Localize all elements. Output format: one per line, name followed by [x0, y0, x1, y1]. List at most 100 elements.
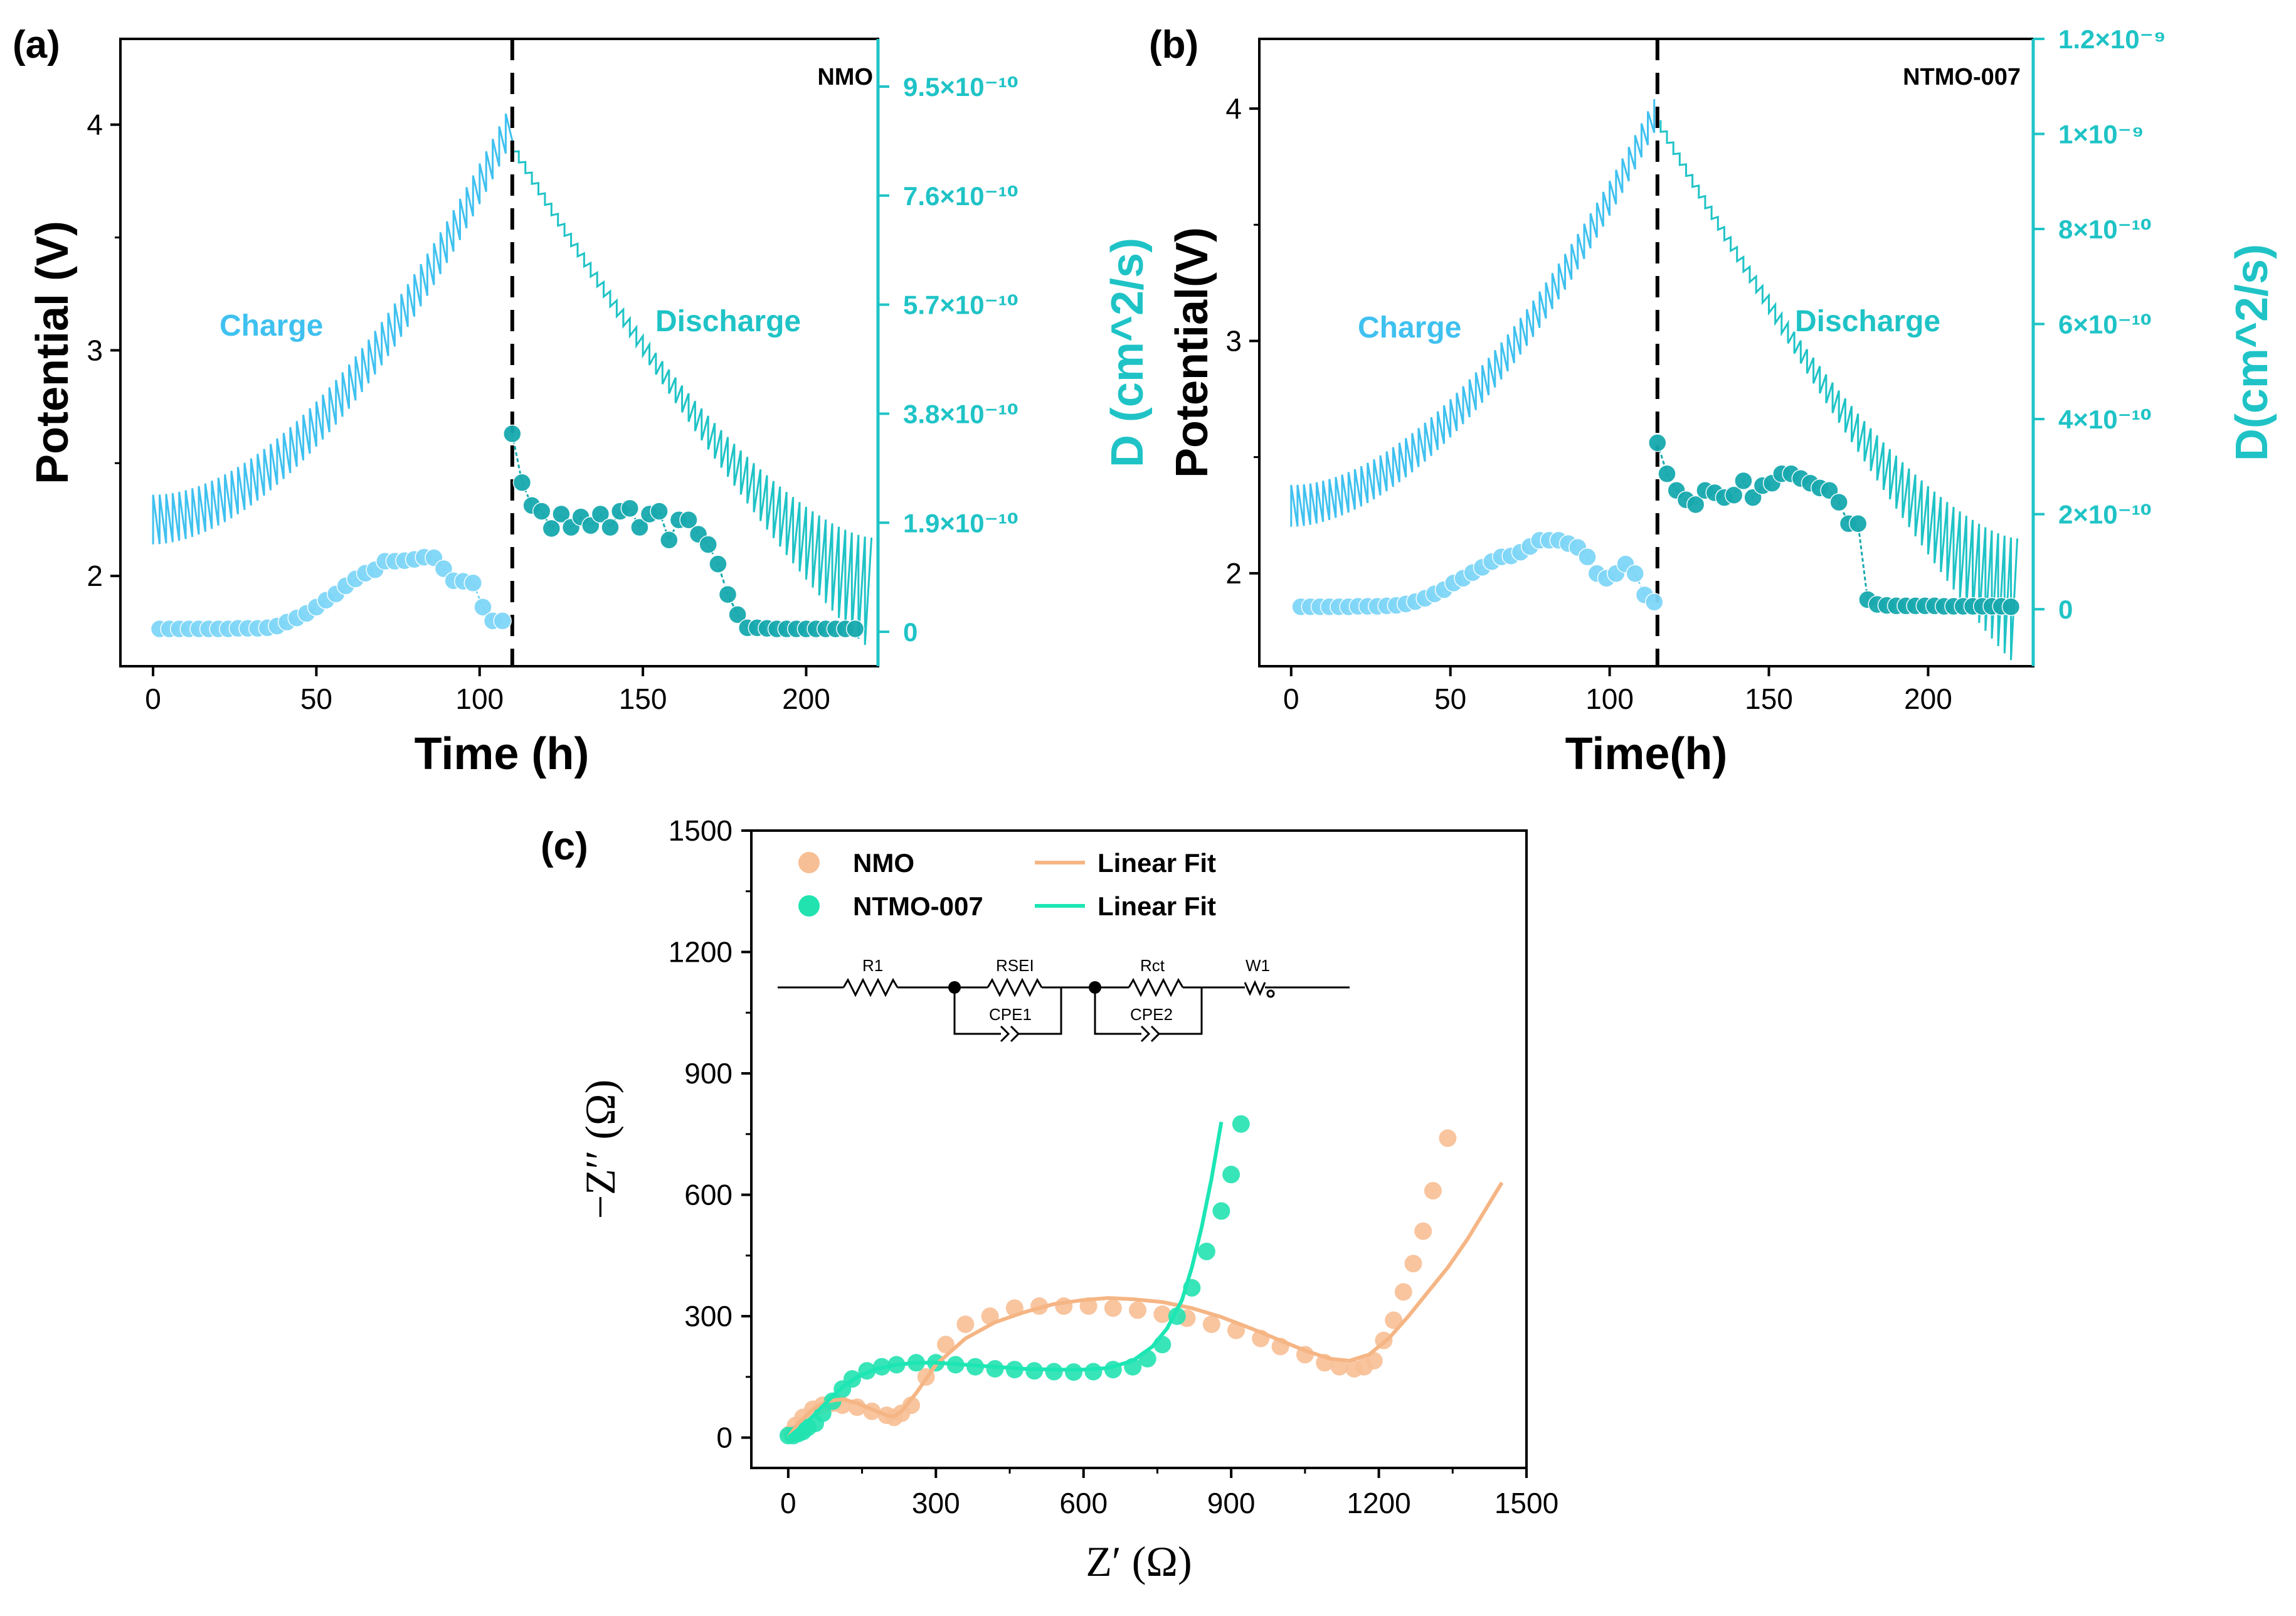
- b-d-marker: [1734, 471, 1753, 491]
- c-point-nmo: [1153, 1305, 1172, 1323]
- c-x-axis-label: Z′ (Ω): [1086, 1538, 1192, 1585]
- a-y2-tick-label: 3.8×10⁻¹⁰: [903, 399, 1018, 428]
- b-y-axis-label: Potential(V): [1167, 227, 1217, 478]
- c-y-tick-label: 600: [684, 1179, 733, 1211]
- b-d-marker: [1686, 495, 1705, 514]
- b-d-marker: [1724, 486, 1743, 505]
- cpe1-symbol: [1000, 1025, 1010, 1043]
- circuit-branch-2-bottom: [1094, 987, 1141, 1035]
- c-point-nmo: [1439, 1129, 1457, 1147]
- c-plot-frame: [750, 829, 1528, 1469]
- resistor-rct: [1128, 977, 1184, 997]
- c-y-tick-label: 0: [716, 1422, 733, 1454]
- b-d-marker: [1626, 564, 1644, 583]
- legend-fit-ntmo-label: Linear Fit: [1098, 891, 1216, 921]
- circuit-node-1: [948, 981, 961, 994]
- c-x-tick-label: 600: [1059, 1487, 1108, 1519]
- a-y2-tick-label: 5.7×10⁻¹⁰: [903, 290, 1018, 320]
- b-discharge-voltage-line: [1659, 120, 2019, 661]
- b-x-tick-label: 0: [1283, 683, 1299, 715]
- c-point-ntmo: [1197, 1242, 1215, 1260]
- a-x-ticks: 0 50 100 150 200: [145, 666, 830, 715]
- c-point-ntmo: [1232, 1115, 1250, 1133]
- a-d-marker: [679, 510, 698, 529]
- b-y2-tick-label: 4×10⁻¹⁰: [2058, 405, 2152, 434]
- a-charge-voltage-line: [152, 113, 514, 545]
- b-d-marker: [1829, 492, 1848, 512]
- c-fit-line-ntmo: [786, 1121, 1224, 1439]
- b-x-axis-label: Time(h): [1565, 729, 1728, 779]
- b-d-marker: [1578, 548, 1597, 566]
- a-d-marker: [620, 499, 640, 518]
- a-d-marker: [728, 605, 747, 624]
- b-x-tick-label: 50: [1434, 683, 1466, 715]
- a-x-tick-label: 200: [782, 683, 830, 715]
- c-fit-line-nmo: [786, 1181, 1504, 1439]
- a-d-marker: [718, 585, 738, 604]
- b-discharge-annotation: Discharge: [1795, 305, 1940, 338]
- c-point-nmo: [956, 1316, 975, 1333]
- b-y2-tick-label: 0: [2058, 595, 2073, 624]
- c-x-tick-label: 1500: [1495, 1487, 1558, 1519]
- b-diffusion-markers: [1291, 433, 2021, 617]
- b-d-marker: [1848, 514, 1868, 533]
- b-y2-tick-label: 6×10⁻¹⁰: [2058, 310, 2152, 339]
- a-x-tick-label: 0: [145, 683, 161, 715]
- b-d-marker: [2001, 597, 2021, 617]
- a-d-marker: [601, 518, 620, 537]
- c-point-ntmo: [986, 1360, 1004, 1378]
- a-x-axis-label: Time (h): [415, 729, 590, 779]
- a-y2-ticks: 0 1.9×10⁻¹⁰ 3.8×10⁻¹⁰ 5.7×10⁻¹⁰ 7.6×10⁻¹⁰ 9.5…: [878, 72, 1018, 647]
- b-y2-tick-label: 1×10⁻⁹: [2058, 120, 2144, 149]
- a-discharge-voltage-line: [511, 140, 873, 646]
- c-point-ntmo: [1065, 1363, 1082, 1381]
- b-y-tick-label: 3: [1225, 324, 1242, 357]
- resistor-r1: [842, 977, 899, 997]
- circuit-node-2: [1089, 981, 1101, 994]
- c-point-nmo: [1414, 1222, 1432, 1240]
- legend-nmo-marker: [798, 852, 820, 873]
- c-point-ntmo: [1222, 1166, 1241, 1184]
- legend-ntmo-label: NTMO-007: [853, 891, 983, 921]
- a-sample-label: NMO: [817, 64, 873, 90]
- a-d-marker: [493, 611, 512, 630]
- a-y2-tick-label: 1.9×10⁻¹⁰: [903, 508, 1018, 538]
- b-y2-tick-label: 8×10⁻¹⁰: [2058, 215, 2152, 244]
- a-d-marker: [630, 518, 649, 537]
- warburg-w1: [1244, 980, 1266, 996]
- c-point-nmo: [1330, 1358, 1348, 1376]
- c-y-axis-label: −Z′′ (Ω): [576, 1080, 624, 1219]
- resistor-rsei: [987, 977, 1043, 997]
- circuit-label-rsei: RSEI: [996, 956, 1034, 975]
- c-y-ticks: 0 300 600 900 1200 1500: [669, 814, 751, 1454]
- b-charge-voltage-line: [1290, 99, 1656, 527]
- c-point-nmo: [1404, 1255, 1422, 1273]
- a-y-tick-label: 3: [87, 334, 103, 366]
- legend-fit-nmo-label: Linear Fit: [1098, 848, 1216, 878]
- c-point-nmo: [1394, 1283, 1412, 1301]
- circuit-label-w1: W1: [1246, 956, 1270, 975]
- legend-ntmo-marker: [798, 895, 820, 917]
- a-discharge-annotation: Discharge: [655, 305, 801, 338]
- a-y-axis-label: Potential (V): [28, 221, 78, 484]
- a-y-tick-label: 2: [87, 560, 103, 592]
- c-y-tick-label: 1500: [669, 814, 733, 847]
- c-point-nmo: [902, 1396, 920, 1414]
- circuit-labels: R1 RSEI CPE1 Rct CPE2 W1: [862, 956, 1270, 1024]
- circuit-branch-1-bottom: [953, 987, 1001, 1035]
- a-y2-tick-label: 7.6×10⁻¹⁰: [903, 181, 1018, 211]
- b-x-ticks: 0 50 100 150 200: [1283, 666, 1952, 715]
- a-d-marker: [699, 535, 717, 554]
- b-y2-tick-label: 1.2×10⁻⁹: [2058, 24, 2166, 54]
- c-point-nmo: [1129, 1301, 1146, 1319]
- c-point-nmo: [1385, 1311, 1403, 1329]
- circuit-label-rct: Rct: [1140, 956, 1165, 975]
- c-point-nmo: [1424, 1182, 1442, 1200]
- a-d-marker: [660, 530, 679, 550]
- c-y-tick-label: 900: [684, 1057, 733, 1090]
- circuit-label-r1: R1: [862, 956, 883, 975]
- a-y-tick-label: 4: [87, 109, 103, 141]
- c-x-ticks: 0 300 600 900 1200 1500: [780, 1468, 1558, 1519]
- a-d-marker: [512, 473, 532, 492]
